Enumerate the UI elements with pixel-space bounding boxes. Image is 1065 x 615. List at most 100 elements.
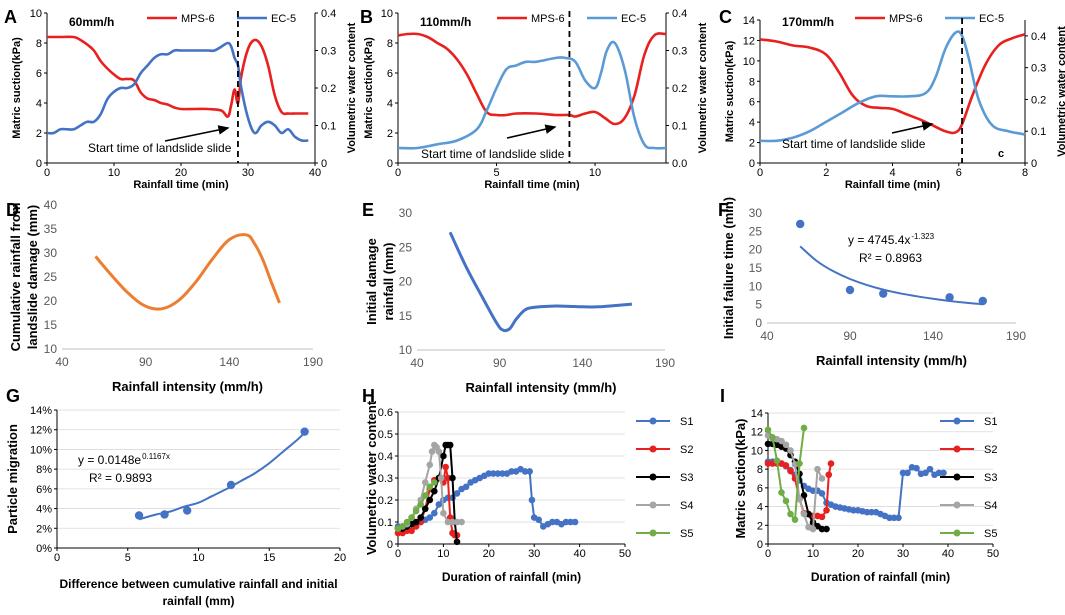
legend-label: S4 xyxy=(984,500,997,512)
series-ec-5-line xyxy=(46,41,309,143)
legend-marker xyxy=(649,445,657,453)
y-tick-label: 0.1 xyxy=(378,517,393,529)
panel-letter-e: E xyxy=(362,200,374,220)
x-tick-label: 10 xyxy=(589,167,601,179)
series-s3-marker xyxy=(440,452,447,460)
x-axis-label: Difference between cumulative rainfall a… xyxy=(59,577,337,591)
x-tick-label: 140 xyxy=(219,355,239,369)
x-tick-label: 10 xyxy=(192,552,204,564)
series-s4-marker xyxy=(818,475,826,482)
panel-d: D 40 90 140 190 10 15 20 25 30 35 40 Rainfall intens… xyxy=(6,198,323,394)
y-tick-label: 14 xyxy=(751,408,763,420)
y-tick-label: 10% xyxy=(30,444,52,456)
y-tick-label: 4 xyxy=(757,502,763,514)
series-s4-marker xyxy=(428,448,436,455)
x-tick-label: 50 xyxy=(619,548,631,560)
y-tick-label: 0 xyxy=(749,158,755,170)
y-axis-label: Matric suction(kPa) xyxy=(11,37,23,139)
data-point xyxy=(134,511,144,520)
panel-g: G 0 5 10 15 20 0% 2% 4% 6% 8% 10% 12% 14% Difference b… xyxy=(5,386,346,608)
series-s2-marker xyxy=(818,513,826,521)
y2-tick-label: 0.2 xyxy=(1031,94,1046,106)
series-s1-marker xyxy=(490,470,497,477)
data-point xyxy=(845,285,855,295)
y-axis-label: Volumetric water content xyxy=(364,400,379,555)
y-tick-label: 0.5 xyxy=(378,429,393,441)
y-tick-label: 2 xyxy=(387,128,393,140)
panel-letter-g: G xyxy=(6,386,20,406)
y-tick-label: 35 xyxy=(44,222,58,236)
y2-tick-label: 0.0 xyxy=(672,158,687,170)
series-s5-marker xyxy=(417,501,425,508)
series-trend-line xyxy=(799,245,983,306)
series-s1-marker xyxy=(940,469,947,477)
annotation-text: Start time of landslide slide xyxy=(88,141,232,155)
y-tick-label: 8 xyxy=(36,38,42,50)
y-axis-label: Initial failure time (min) xyxy=(721,197,736,339)
y-tick-label: 40 xyxy=(44,198,58,212)
y-tick-label: 2 xyxy=(757,520,763,532)
y2-tick-label: 0.1 xyxy=(1031,126,1046,138)
series-s2-marker xyxy=(782,462,790,469)
y2-tick-label: 0.4 xyxy=(1031,31,1046,43)
panel-i: I 0 10 20 30 40 50 0 2 4 6 8 10 12 14 Duration of rainf… xyxy=(720,386,999,584)
x-tick-label: 40 xyxy=(55,355,69,369)
y-tick-label: 0 xyxy=(387,158,393,170)
x-tick-label: 40 xyxy=(309,167,321,179)
panel-letter-a: A xyxy=(4,7,17,27)
series-s3-marker xyxy=(417,514,425,521)
panel-letter-c: C xyxy=(719,7,732,27)
x-tick-label: 8 xyxy=(1022,167,1028,179)
y-tick-label: 0 xyxy=(757,539,763,551)
series-s1-marker xyxy=(571,518,579,526)
y2-tick-label: 0.4 xyxy=(672,8,687,20)
series-s3-marker xyxy=(449,474,456,482)
legend-label: S4 xyxy=(680,500,693,512)
series-s4-marker xyxy=(453,518,461,526)
y-tick-label: 25 xyxy=(44,270,58,284)
y-tick-label: 25 xyxy=(749,224,763,238)
y2-tick-label: 0.2 xyxy=(321,83,336,95)
series-s5-marker xyxy=(426,483,434,491)
x-tick-label: 140 xyxy=(923,329,943,343)
rate-label: 170mm/h xyxy=(782,15,834,29)
x-tick-label: 2 xyxy=(823,167,829,179)
y-tick-label: 0.6 xyxy=(378,407,393,419)
legend-label: S3 xyxy=(984,472,997,484)
data-point xyxy=(879,289,888,298)
series-s1-marker xyxy=(567,518,574,526)
series-s3-marker xyxy=(446,441,454,449)
series-s1-marker xyxy=(431,509,438,517)
series-s1-marker xyxy=(913,464,920,472)
panel-b: B 0 5 10 0 2 4 6 8 10 0.0 0.1 0.2 0.3 0.4 Volumetric wa… xyxy=(360,7,709,191)
data-point xyxy=(978,296,987,306)
y-tick-label: 6 xyxy=(749,97,755,109)
y-tick-label: 8 xyxy=(749,76,755,88)
y2-tick-label: 0 xyxy=(1031,158,1037,170)
x-tick-label: 0 xyxy=(395,167,401,179)
trend-exponent: 0.1167x xyxy=(142,452,170,461)
trend-r2: R² = 0.9893 xyxy=(89,471,152,485)
y-tick-label: 10 xyxy=(749,279,763,293)
legend-marker xyxy=(649,501,657,509)
series-s4-marker xyxy=(421,479,429,486)
series-s3-marker xyxy=(431,487,438,495)
x-axis-label: Rainfall time (min) xyxy=(133,179,229,191)
series-s5-marker xyxy=(399,523,406,530)
series-s1-marker xyxy=(528,496,536,504)
y2-axis-label: Volumetric water content xyxy=(346,22,358,153)
series-s3-marker xyxy=(453,538,461,546)
x-tick-label: 4 xyxy=(889,167,895,179)
series-s2-marker xyxy=(827,460,835,467)
y2-tick-label: 0.1 xyxy=(321,121,336,133)
x-tick-label: 40 xyxy=(573,548,585,560)
y2-tick-label: 0.4 xyxy=(321,8,336,20)
x-tick-label: 0 xyxy=(757,167,763,179)
y-tick-label: 6% xyxy=(36,484,52,496)
series-s5-marker xyxy=(800,424,808,432)
y-axis-label: rainfall (mm) xyxy=(381,242,396,320)
data-point xyxy=(182,506,192,515)
y-tick-label: 5 xyxy=(755,298,762,312)
